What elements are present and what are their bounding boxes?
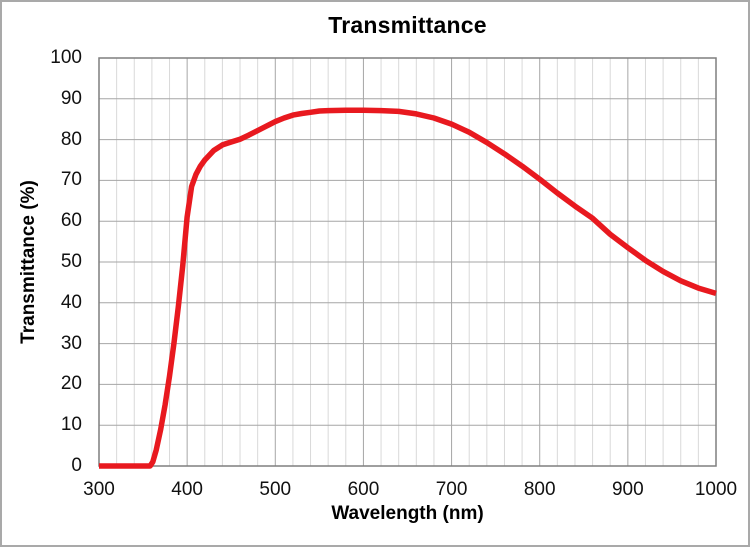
x-tick-label: 700	[435, 479, 468, 500]
x-tick-label: 400	[171, 479, 203, 500]
y-tick-label: 80	[60, 128, 82, 150]
x-tick-label: 600	[347, 479, 380, 500]
y-tick-label: 60	[60, 210, 82, 232]
y-tick-label: 70	[60, 169, 82, 191]
x-axis-title: Wavelength (nm)	[331, 503, 484, 524]
x-tick-label: 300	[83, 479, 115, 500]
y-tick-label: 20	[60, 373, 82, 395]
y-tick-label: 90	[60, 87, 82, 109]
x-tick-label: 800	[523, 479, 556, 500]
y-tick-label: 40	[60, 291, 82, 313]
x-tick-label: 900	[611, 479, 644, 500]
chart-title: Transmittance	[328, 12, 487, 38]
transmittance-curve	[99, 107, 717, 469]
y-tick-label: 10	[60, 414, 82, 436]
y-tick-label: 100	[50, 47, 82, 68]
y-tick-label: 30	[60, 332, 82, 354]
x-tick-label: 1000	[694, 479, 738, 500]
y-tick-label: 0	[71, 455, 82, 476]
y-tick-label: 50	[60, 251, 82, 272]
x-tick-label: 500	[259, 479, 292, 500]
